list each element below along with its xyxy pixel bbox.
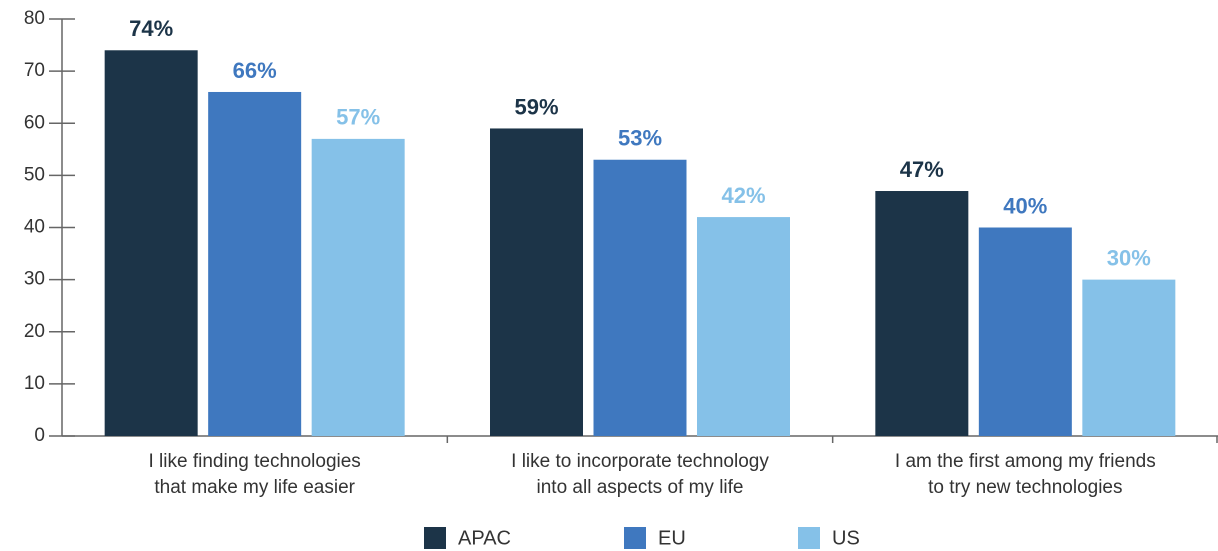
- bar: [490, 128, 583, 436]
- y-tick-label: 50: [24, 164, 45, 185]
- bar: [875, 191, 969, 436]
- bar: [978, 227, 1072, 436]
- bar: [593, 159, 687, 437]
- legend-label: US: [832, 527, 860, 549]
- bar: [104, 50, 198, 437]
- bar: [697, 217, 790, 436]
- value-label: 30%: [1107, 245, 1151, 270]
- bar: [1082, 279, 1176, 436]
- x-tick-label: I am the first among my friends: [895, 451, 1156, 472]
- legend-label: EU: [658, 527, 686, 549]
- y-tick-label: 80: [24, 8, 45, 29]
- y-tick-label: 70: [24, 60, 45, 81]
- x-tick-label: that make my life easier: [154, 477, 355, 498]
- y-tick-label: 10: [24, 373, 45, 394]
- value-label: 66%: [233, 58, 277, 83]
- value-label: 59%: [514, 94, 558, 119]
- y-tick-label: 0: [34, 425, 45, 446]
- value-label: 53%: [618, 126, 662, 151]
- value-label: 40%: [1003, 193, 1047, 218]
- value-label: 57%: [336, 105, 380, 130]
- value-label: 47%: [900, 157, 944, 182]
- x-tick-label: to try new technologies: [928, 477, 1122, 498]
- x-tick-label: I like finding technologies: [149, 451, 361, 472]
- y-tick-label: 40: [24, 217, 45, 238]
- value-label: 74%: [129, 16, 173, 41]
- value-label: 42%: [721, 183, 765, 208]
- legend-swatch: [424, 527, 446, 549]
- legend-swatch: [624, 527, 646, 549]
- x-tick-label: I like to incorporate technology: [511, 451, 769, 472]
- legend-swatch: [798, 527, 820, 549]
- bar: [311, 138, 405, 436]
- x-tick-label: into all aspects of my life: [537, 477, 744, 498]
- y-tick-label: 60: [24, 112, 45, 133]
- y-tick-label: 20: [24, 321, 45, 342]
- legend-label: APAC: [458, 527, 511, 549]
- bar: [208, 91, 302, 436]
- y-tick-label: 30: [24, 269, 45, 290]
